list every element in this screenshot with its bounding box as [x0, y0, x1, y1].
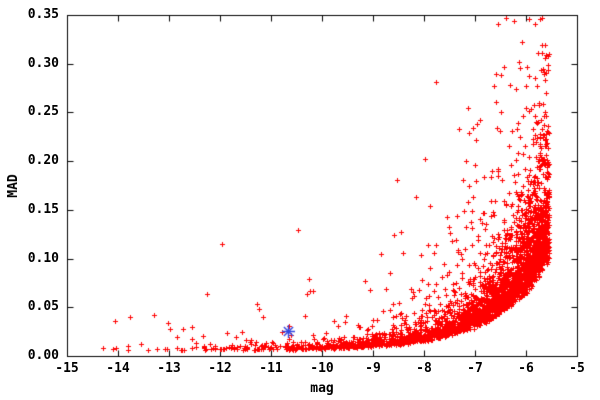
x-axis-title: mag	[310, 381, 334, 396]
x-tick-label: -12	[208, 361, 232, 376]
x-tick-label: -10	[310, 361, 334, 376]
y-tick-label: 0.05	[27, 299, 59, 315]
x-tick-label: -8	[416, 361, 432, 376]
x-tick-label: -15	[55, 361, 79, 376]
x-tick-label: -11	[259, 361, 283, 376]
x-tick-label: -5	[569, 361, 585, 376]
y-tick-label: 0.15	[27, 201, 59, 217]
y-tick-label: 0.20	[27, 153, 59, 169]
y-tick-label: 0.10	[27, 250, 59, 266]
y-axis-title: MAD	[6, 174, 21, 198]
x-tick-label: -6	[518, 361, 534, 376]
x-tick-label: -9	[365, 361, 381, 376]
x-tick-label: -13	[157, 361, 181, 376]
y-tick-label: 0.30	[27, 55, 59, 71]
x-tick-label: -7	[467, 361, 483, 376]
y-tick-label: 0.35	[27, 7, 59, 22]
y-tick-label: 0.00	[27, 348, 59, 363]
x-tick-label: -14	[106, 361, 130, 376]
y-tick-label: 0.25	[27, 104, 59, 120]
